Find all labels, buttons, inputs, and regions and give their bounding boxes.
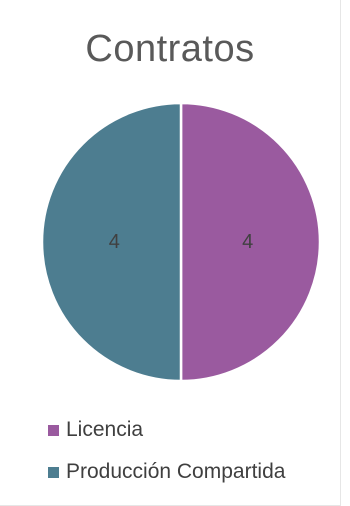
legend-label-licencia: Licencia	[66, 418, 144, 441]
legend-swatch-produccion-compartida	[48, 466, 59, 478]
legend-label-produccion-compartida: Producción Compartida	[66, 460, 286, 483]
data-label-produccion-compartida: 4	[109, 231, 120, 253]
legend-item-produccion-compartida: Producción Compartida	[48, 454, 285, 490]
data-label-licencia: 4	[242, 231, 253, 253]
pie-slice-produccion-compartida	[40, 101, 183, 383]
pie-slice-licencia	[179, 101, 322, 383]
pie-chart: 44	[40, 101, 322, 383]
legend-swatch-licencia	[48, 424, 59, 436]
legend: Licencia Producción Compartida	[48, 412, 285, 496]
legend-item-licencia: Licencia	[48, 412, 285, 448]
chart-title: Contratos	[85, 28, 255, 70]
